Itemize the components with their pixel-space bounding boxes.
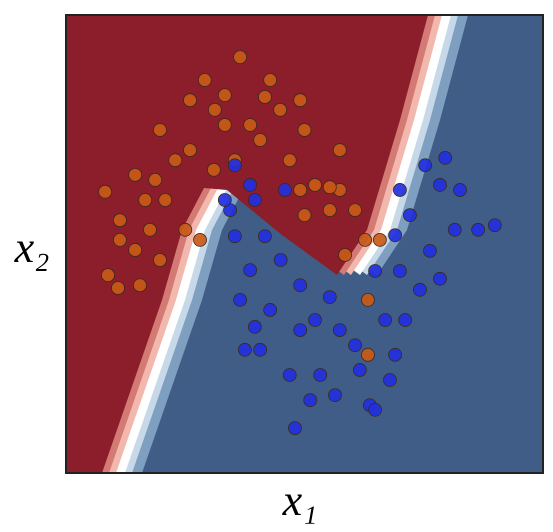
point: [233, 292, 248, 307]
point: [247, 319, 262, 334]
point: [438, 150, 453, 165]
point: [303, 393, 318, 408]
point: [253, 342, 268, 357]
point: [282, 368, 297, 382]
point: [243, 118, 258, 132]
point: [388, 228, 403, 243]
point: [128, 167, 143, 182]
point: [471, 222, 486, 237]
point: [243, 178, 258, 192]
point: [413, 282, 427, 297]
point: [361, 347, 375, 362]
point: [193, 232, 207, 247]
point: [183, 143, 197, 158]
point: [253, 133, 268, 147]
point: [423, 243, 437, 258]
point: [358, 232, 372, 247]
point: [293, 93, 308, 108]
point: [288, 421, 302, 436]
point: [217, 88, 232, 103]
point: [153, 123, 167, 137]
point: [227, 158, 242, 173]
point: [388, 347, 403, 362]
point: [293, 323, 308, 338]
point: [398, 313, 413, 327]
point: [297, 123, 312, 137]
point: [143, 222, 157, 237]
point: [322, 203, 337, 218]
point: [392, 183, 407, 197]
point: [308, 178, 322, 192]
point: [111, 281, 125, 295]
point: [368, 264, 382, 278]
point: [297, 208, 312, 223]
point: [293, 183, 308, 197]
point: [348, 338, 362, 353]
point: [258, 229, 272, 244]
point: [418, 158, 433, 173]
point: [258, 90, 272, 104]
x-axis-label: x₁: [282, 476, 318, 525]
point: [113, 213, 127, 228]
point: [233, 50, 248, 65]
point: [372, 232, 387, 247]
point: [247, 193, 262, 207]
point: [153, 253, 167, 267]
point: [278, 183, 292, 197]
y-axis-label: x₂: [14, 223, 50, 272]
point: [433, 178, 447, 192]
point: [447, 222, 462, 237]
point: [487, 218, 502, 233]
point: [453, 183, 467, 197]
point: [133, 278, 147, 293]
point: [308, 313, 322, 327]
point: [98, 184, 113, 199]
point: [322, 180, 337, 195]
point: [217, 193, 232, 207]
point: [138, 193, 153, 207]
point: [158, 193, 173, 207]
point: [332, 323, 347, 338]
point: [128, 243, 143, 257]
point: [282, 153, 297, 168]
point: [113, 232, 127, 247]
point: [382, 373, 397, 387]
point: [392, 264, 407, 278]
plot-frame: [65, 14, 544, 474]
point: [403, 208, 417, 223]
point: [322, 290, 337, 305]
point: [263, 303, 278, 317]
point: [368, 402, 382, 417]
point: [183, 93, 197, 108]
point: [227, 229, 242, 244]
point: [217, 118, 232, 132]
point: [237, 342, 252, 357]
point: [361, 292, 375, 307]
point: [348, 203, 362, 218]
point: [148, 172, 163, 187]
point: [433, 271, 447, 286]
point: [243, 263, 258, 278]
point: [206, 162, 221, 177]
point: [273, 253, 288, 267]
point: [328, 388, 342, 403]
point: [207, 102, 222, 117]
point: [168, 153, 183, 168]
point: [263, 73, 278, 87]
point: [332, 143, 347, 158]
point: [313, 368, 328, 382]
point: [378, 313, 393, 327]
point: [197, 73, 212, 87]
point: [273, 102, 288, 117]
point: [338, 248, 352, 262]
point: [178, 222, 193, 237]
point: [101, 268, 115, 283]
point: [352, 363, 367, 377]
point: [293, 278, 308, 293]
